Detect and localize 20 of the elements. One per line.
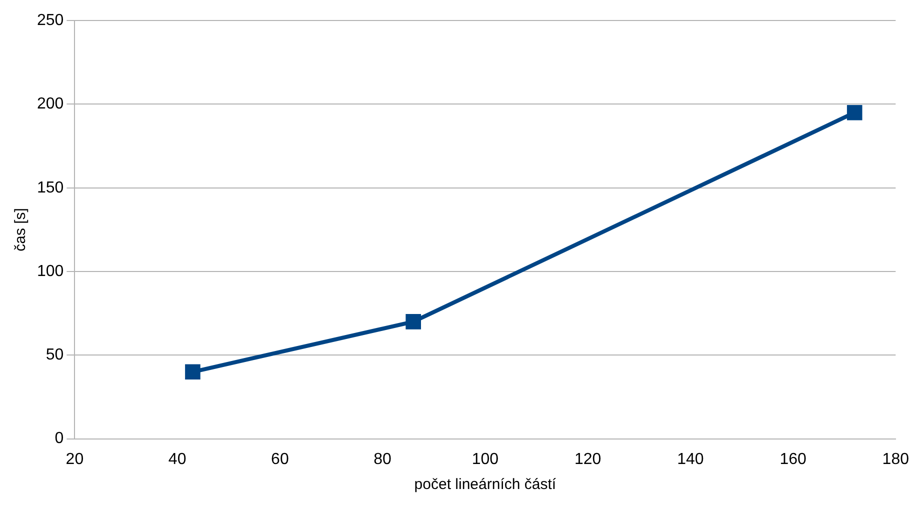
- y-tick-label: 200: [36, 96, 64, 113]
- x-tick-label: 100: [472, 450, 499, 468]
- x-tick-label: 20: [66, 450, 84, 468]
- y-tick-label: 250: [36, 12, 64, 30]
- x-tick-label: 60: [271, 450, 289, 468]
- x-tick-label: 140: [677, 450, 704, 468]
- y-tick-label: 50: [46, 346, 64, 364]
- x-tick-label: 40: [168, 450, 186, 468]
- x-axis-title: počet lineárních částí: [414, 476, 557, 494]
- x-tick-label: 80: [374, 450, 392, 468]
- y-tick-label: 150: [36, 179, 64, 196]
- x-tick-label: 160: [780, 450, 806, 468]
- point: [185, 364, 200, 380]
- x-tick-label: 120: [574, 450, 602, 468]
- point: [406, 314, 421, 330]
- y-tick-label: 100: [36, 262, 64, 280]
- x-tick-label: 180: [882, 450, 910, 468]
- y-axis-title: čas [s]: [12, 208, 30, 252]
- y-tick-label: 0: [54, 430, 64, 448]
- point: [846, 104, 862, 120]
